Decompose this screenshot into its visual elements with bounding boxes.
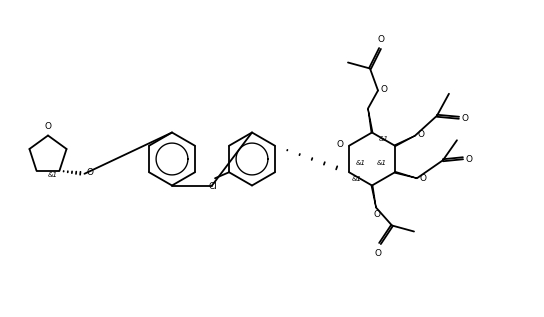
Text: O: O <box>378 36 385 44</box>
Text: O: O <box>420 174 427 183</box>
Text: O: O <box>418 130 425 139</box>
Polygon shape <box>368 108 373 133</box>
Text: &1: &1 <box>379 136 389 142</box>
Text: O: O <box>86 168 94 177</box>
Text: O: O <box>466 155 473 164</box>
Text: O: O <box>374 249 381 257</box>
Polygon shape <box>395 171 417 178</box>
Text: &1: &1 <box>377 160 387 166</box>
Text: O: O <box>45 121 52 131</box>
Text: Cl: Cl <box>208 182 218 191</box>
Text: O: O <box>336 140 343 149</box>
Text: O: O <box>462 114 469 123</box>
Text: O: O <box>381 85 388 94</box>
Text: &1: &1 <box>352 176 362 182</box>
Text: &1: &1 <box>356 160 366 166</box>
Text: &1: &1 <box>47 172 58 178</box>
Polygon shape <box>394 136 415 146</box>
Polygon shape <box>372 185 376 208</box>
Text: O: O <box>374 210 380 218</box>
